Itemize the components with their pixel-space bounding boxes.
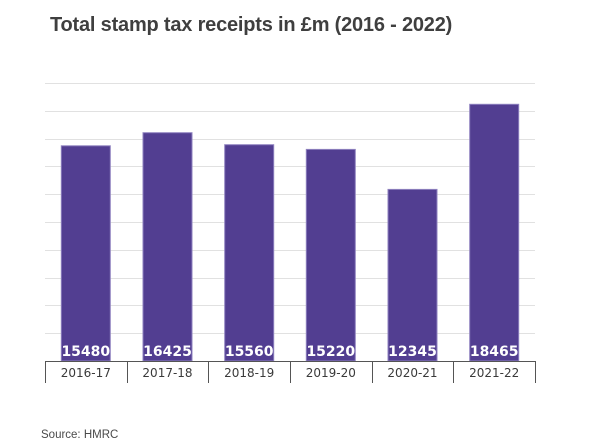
data-label-2021-22: 18465 — [470, 344, 519, 360]
x-tick-label: 2021-22 — [469, 366, 519, 380]
bar-2019-20 — [305, 148, 356, 362]
bar-2020-21 — [387, 188, 438, 362]
x-tick-label: 2019-20 — [306, 366, 356, 380]
x-tick-label: 2017-18 — [142, 366, 192, 380]
chart-title: Total stamp tax receipts in £m (2016 - 2… — [50, 14, 453, 36]
x-tick-label: 2020-21 — [387, 366, 437, 380]
bars: 15480 16425 15560 15220 12345 18465 — [60, 103, 520, 362]
gridlines — [45, 83, 535, 334]
source-note: Source: HMRC — [41, 429, 119, 441]
bar-2016-17 — [60, 145, 111, 362]
data-label-2020-21: 12345 — [388, 344, 437, 360]
bar-2017-18 — [142, 132, 193, 362]
x-axis: 2016-17 2017-18 2018-19 2019-20 2020-21 2021-… — [45, 361, 536, 383]
bar-2021-22 — [469, 103, 520, 362]
data-label-2016-17: 15480 — [61, 344, 110, 360]
data-label-2019-20: 15220 — [306, 344, 355, 360]
data-label-2018-19: 15560 — [225, 344, 274, 360]
data-label-2017-18: 16425 — [143, 344, 192, 360]
x-tick-label: 2018-19 — [224, 366, 274, 380]
bar-2018-19 — [224, 144, 275, 362]
x-tick-label: 2016-17 — [61, 366, 111, 380]
